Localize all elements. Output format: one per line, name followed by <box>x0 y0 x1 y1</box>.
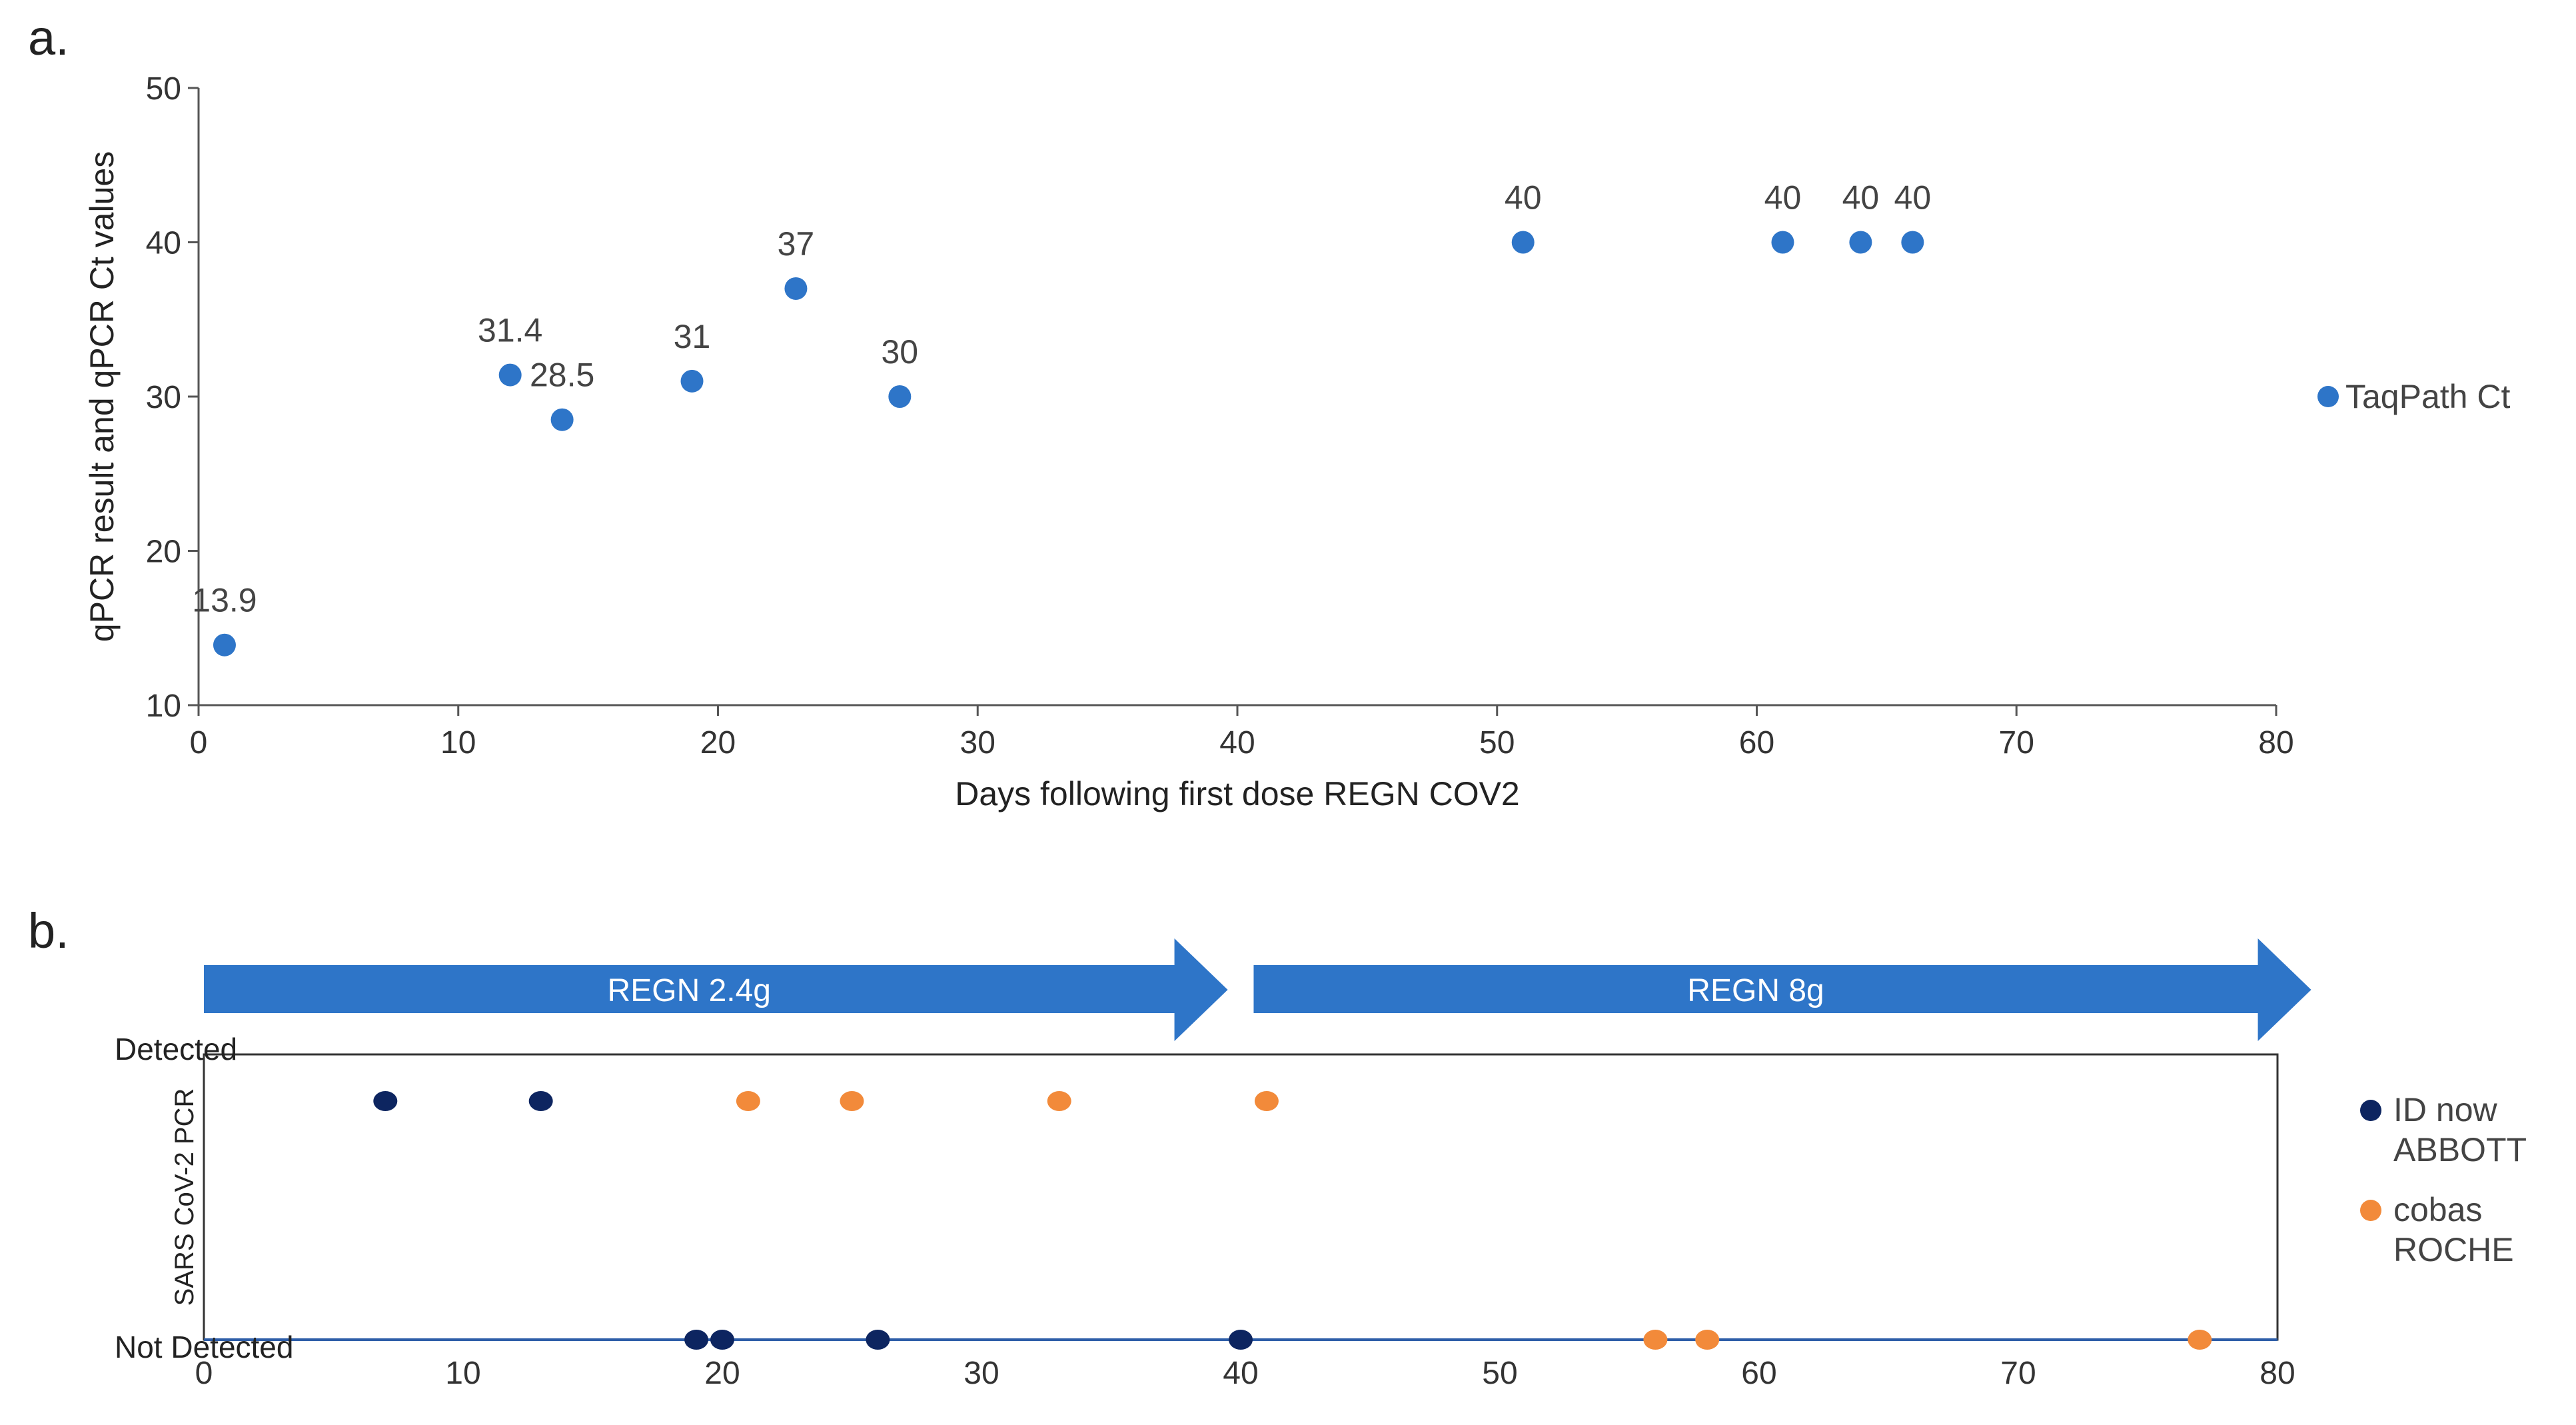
panel-a-scatter-chart: a. 10 20 30 40 50 0 10 20 30 40 50 60 70 80 qPCR res… <box>28 10 2510 812</box>
data-point <box>528 1091 553 1111</box>
legend-label-cobas: cobas <box>2393 1191 2482 1228</box>
category-label-not-detected: Not Detected <box>115 1330 293 1364</box>
x-tick-label: 70 <box>2000 1356 2036 1391</box>
data-point <box>1229 1330 1253 1350</box>
x-tick-label: 20 <box>704 1356 740 1391</box>
legend-label-id-now: ID now <box>2393 1091 2498 1128</box>
x-tick-label: 20 <box>700 725 736 760</box>
panel-b-dose-arrows: REGN 2.4g REGN 8g <box>204 938 2311 1041</box>
panel-b-plot-frame <box>203 1053 2279 1341</box>
panel-a-y-ticks: 10 20 30 40 50 <box>146 71 199 724</box>
dose-arrow <box>204 938 1228 1041</box>
legend-label-abbott: ABBOTT <box>2393 1131 2527 1168</box>
data-point <box>1849 231 1872 254</box>
data-point <box>840 1091 864 1111</box>
data-label: 31 <box>674 318 711 355</box>
x-tick-label: 50 <box>1479 725 1515 760</box>
data-point <box>373 1091 398 1111</box>
data-point <box>498 363 522 387</box>
x-tick-label: 30 <box>960 725 995 760</box>
y-tick-label: 50 <box>146 71 181 107</box>
legend-label-taqpath: TaqPath Ct <box>2345 378 2510 415</box>
data-label: 30 <box>882 333 919 371</box>
data-point <box>710 1330 734 1350</box>
panel-a-letter: a. <box>28 10 69 65</box>
x-tick-label: 0 <box>190 725 208 760</box>
data-label: 13.9 <box>192 582 257 619</box>
legend-label-roche: ROCHE <box>2393 1231 2514 1268</box>
panel-b-legend: ID now ABBOTT cobas ROCHE <box>2360 1091 2527 1268</box>
panel-a-data-points: 13.9 31.4 28.5 31 37 30 40 40 40 40 <box>192 179 1931 657</box>
data-point <box>866 1330 890 1350</box>
data-point <box>550 408 574 431</box>
x-tick-label: 30 <box>964 1356 999 1391</box>
panel-b-detection-chart: b. REGN 2.4g REGN 8g 0 10 20 30 40 50 60 70 80 De… <box>28 903 2527 1391</box>
data-label: 28.5 <box>530 357 594 394</box>
panel-a-x-ticks: 0 10 20 30 40 50 60 70 80 <box>190 705 2294 760</box>
x-tick-label: 0 <box>195 1356 213 1391</box>
category-label-detected: Detected <box>115 1032 237 1066</box>
x-tick-label: 60 <box>1741 1356 1776 1391</box>
data-label: 37 <box>778 225 815 263</box>
y-tick-label: 40 <box>146 226 181 261</box>
panel-b-y-axis-title: SARS CoV-2 PCR <box>170 1088 199 1306</box>
data-point <box>736 1091 760 1111</box>
data-label: 40 <box>1764 179 1802 217</box>
x-tick-label: 40 <box>1219 725 1255 760</box>
panel-b-data-points <box>373 1091 2212 1350</box>
data-point <box>2188 1330 2212 1350</box>
data-point <box>784 277 808 300</box>
x-tick-label: 10 <box>445 1356 480 1391</box>
dose-arrow-label: REGN 8g <box>1687 973 1824 1008</box>
data-point <box>1254 1091 1279 1111</box>
data-point <box>1643 1330 1668 1350</box>
data-point <box>1047 1091 1071 1111</box>
x-tick-label: 70 <box>1999 725 2034 760</box>
data-label: 40 <box>1894 179 1932 217</box>
data-point <box>1695 1330 1720 1350</box>
data-label: 40 <box>1842 179 1880 217</box>
data-label: 40 <box>1505 179 1542 217</box>
data-point <box>680 369 704 393</box>
data-point <box>213 633 236 657</box>
data-point <box>1771 231 1794 254</box>
y-tick-label: 30 <box>146 380 181 415</box>
dose-arrow-label: REGN 2.4g <box>608 973 771 1008</box>
legend-marker-id-now-abbott <box>2360 1100 2381 1121</box>
x-tick-label: 10 <box>440 725 476 760</box>
x-tick-label: 80 <box>2259 1356 2295 1391</box>
panel-a-y-axis-title: qPCR result and qPCR Ct values <box>83 151 121 642</box>
data-point <box>684 1330 709 1350</box>
x-tick-label: 50 <box>1482 1356 1517 1391</box>
legend-marker-cobas-roche <box>2360 1200 2381 1221</box>
panel-b-x-ticks: 0 10 20 30 40 50 60 70 80 <box>195 1356 2295 1391</box>
data-point <box>1901 231 1924 254</box>
x-tick-label: 80 <box>2258 725 2293 760</box>
y-tick-label: 10 <box>146 689 181 724</box>
data-point <box>888 385 912 408</box>
x-tick-label: 60 <box>1739 725 1774 760</box>
y-tick-label: 20 <box>146 535 181 570</box>
x-tick-label: 40 <box>1223 1356 1258 1391</box>
legend-marker-taqpath <box>2317 386 2339 407</box>
panel-a-legend: TaqPath Ct <box>2317 378 2510 415</box>
dose-arrow <box>1253 938 2311 1041</box>
panel-b-letter: b. <box>28 903 69 958</box>
panel-a-x-axis-title: Days following first dose REGN COV2 <box>955 775 1520 812</box>
data-label: 31.4 <box>478 312 542 349</box>
data-point <box>1511 231 1535 254</box>
